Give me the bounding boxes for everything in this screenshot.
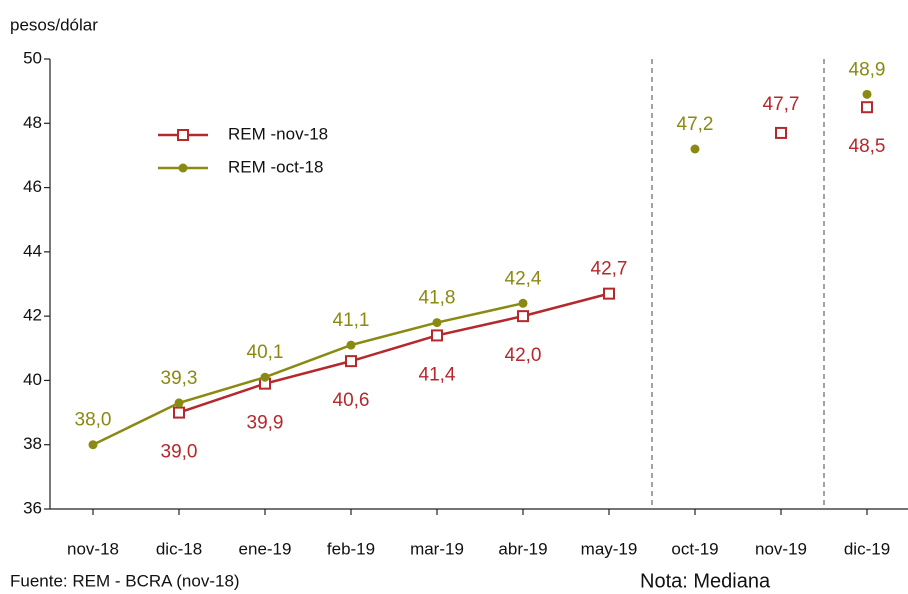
legend-label: REM -nov-18 — [228, 124, 328, 143]
legend-marker — [178, 163, 188, 173]
x-tick-label: may-19 — [581, 539, 638, 558]
marker — [88, 440, 98, 450]
marker — [603, 287, 615, 300]
marker — [431, 329, 443, 342]
marker — [260, 372, 270, 382]
y-tick-label: 42 — [23, 306, 42, 325]
value-label: 47,7 — [763, 94, 800, 115]
value-label: 40,1 — [247, 342, 284, 363]
marker — [346, 340, 356, 350]
legend-label: REM -oct-18 — [228, 157, 323, 176]
marker — [173, 406, 185, 419]
y-tick-label: 36 — [23, 498, 42, 517]
marker — [174, 398, 184, 408]
x-tick-label: abr-19 — [498, 539, 547, 558]
value-label: 39,9 — [247, 413, 284, 434]
y-tick-label: 50 — [23, 48, 42, 67]
value-label: 40,6 — [333, 390, 370, 411]
value-label: 42,4 — [505, 268, 542, 289]
marker — [690, 144, 700, 154]
marker — [345, 355, 357, 368]
x-tick-label: nov-19 — [755, 539, 807, 558]
x-tick-label: feb-19 — [327, 539, 375, 558]
y-tick-label: 38 — [23, 434, 42, 453]
y-tick-label: 44 — [23, 241, 42, 260]
y-tick-label: 46 — [23, 177, 42, 196]
series-line — [178, 292, 610, 414]
value-label: 47,2 — [677, 114, 714, 135]
value-label: 48,5 — [849, 136, 886, 157]
y-tick-label: 48 — [23, 113, 42, 132]
x-tick-label: ene-19 — [239, 539, 292, 558]
x-tick-label: dic-18 — [156, 539, 202, 558]
source: Fuente: REM - BCRA (nov-18) — [10, 571, 240, 590]
marker — [861, 101, 873, 114]
legend-marker — [177, 129, 189, 141]
series-line — [92, 302, 524, 446]
value-label: 39,0 — [161, 442, 198, 463]
marker — [518, 298, 528, 308]
x-tick-label: oct-19 — [671, 539, 718, 558]
y-tick-label: 40 — [23, 370, 42, 389]
x-tick-label: mar-19 — [410, 539, 464, 558]
marker — [432, 318, 442, 328]
note: Nota: Mediana — [640, 570, 771, 592]
marker — [775, 126, 787, 139]
value-label: 41,8 — [419, 288, 456, 309]
y-axis-label: pesos/dólar — [10, 15, 98, 34]
value-label: 39,3 — [161, 368, 198, 389]
value-label: 41,4 — [419, 364, 456, 385]
x-tick-label: dic-19 — [844, 539, 890, 558]
marker — [517, 310, 529, 323]
value-label: 48,9 — [849, 59, 886, 80]
value-label: 42,0 — [505, 345, 542, 366]
value-label: 42,7 — [591, 259, 628, 280]
x-tick-label: nov-18 — [67, 539, 119, 558]
value-label: 41,1 — [333, 310, 370, 331]
marker — [862, 89, 872, 99]
value-label: 38,0 — [75, 410, 112, 431]
